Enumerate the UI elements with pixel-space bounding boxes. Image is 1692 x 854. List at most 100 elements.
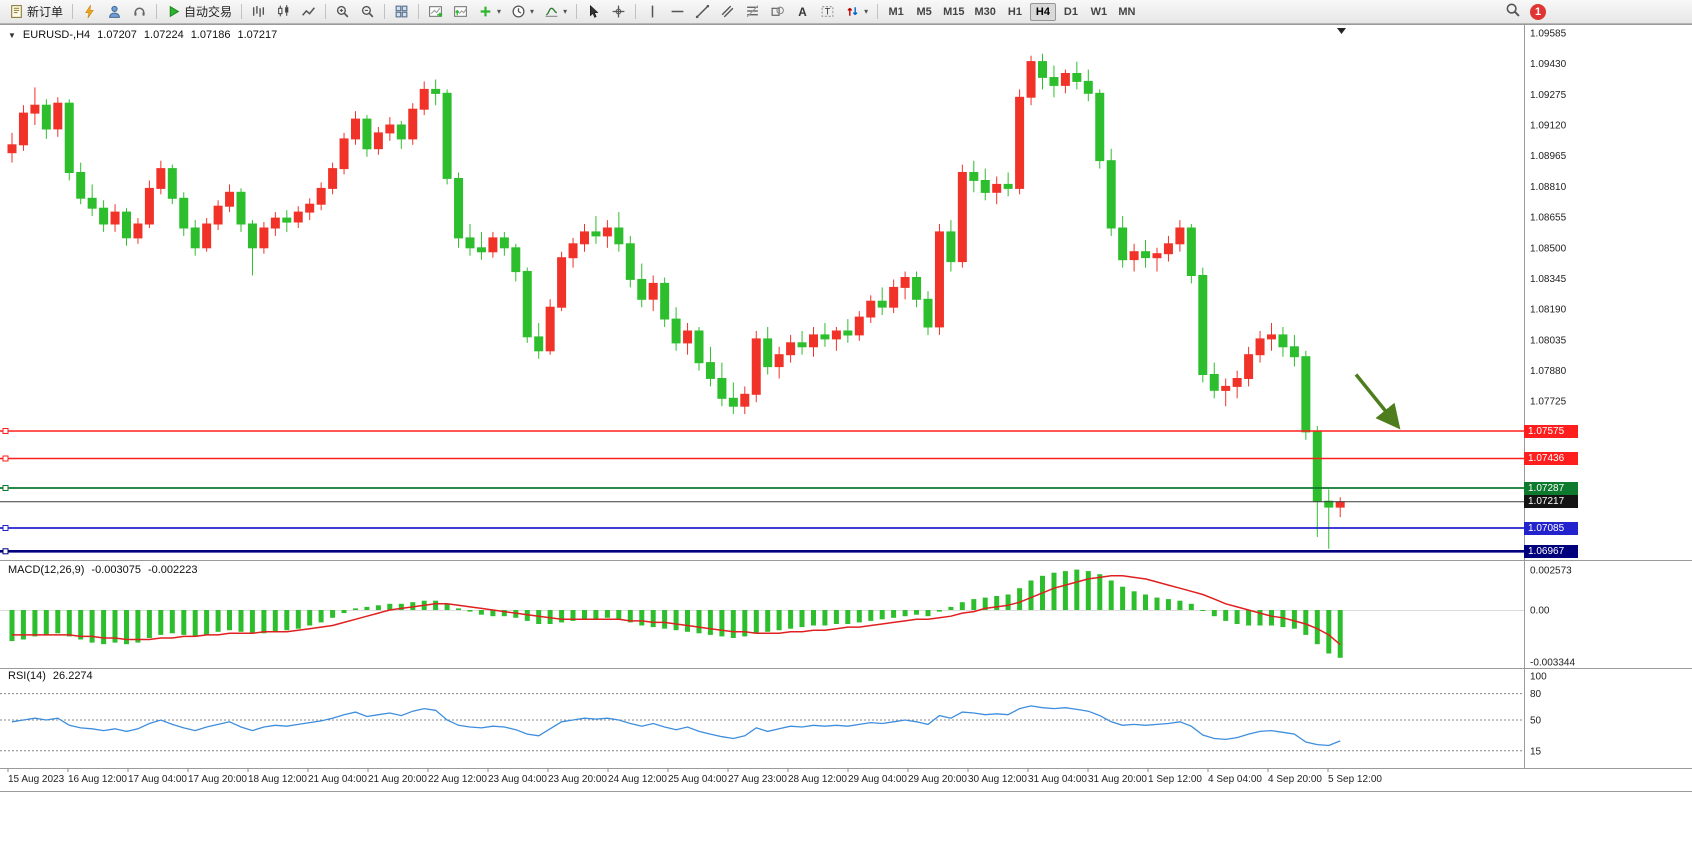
svg-text:4 Sep 04:00: 4 Sep 04:00	[1208, 774, 1262, 785]
tline-icon	[695, 4, 710, 19]
cursor-tool-icon[interactable]	[581, 1, 606, 23]
svg-text:27 Aug 23:00: 27 Aug 23:00	[728, 774, 787, 785]
ohlc-low: 1.07186	[190, 29, 231, 41]
chart-expand-icon[interactable]: ▼	[8, 30, 16, 40]
svg-text:1.08345: 1.08345	[1530, 274, 1567, 285]
fibo-icon	[746, 5, 759, 18]
bar-chart-icon[interactable]	[246, 1, 271, 23]
arrows-tool-icon[interactable]: ▾	[840, 1, 873, 23]
indicator-icon	[545, 7, 558, 17]
bars-icon	[253, 6, 265, 17]
svg-text:24 Aug 12:00: 24 Aug 12:00	[608, 774, 667, 785]
vertical-line-tool-icon[interactable]	[640, 1, 665, 23]
svg-text:1.09275: 1.09275	[1530, 90, 1567, 101]
timeframe-button-M5[interactable]: M5	[916, 5, 932, 18]
zoom-out-icon[interactable]	[355, 1, 380, 23]
svg-text:29 Aug 20:00: 29 Aug 20:00	[908, 774, 967, 785]
resistance-line-lower-handle[interactable]	[2, 455, 9, 462]
toolbar-separator	[576, 4, 578, 19]
resistance-line-upper-handle[interactable]	[2, 428, 9, 434]
timeframe-button-W1[interactable]: W1	[1090, 5, 1108, 18]
svg-text:16 Aug 12:00: 16 Aug 12:00	[68, 774, 127, 785]
ohlc-close: 1.07217	[237, 29, 278, 41]
toolbar-separator	[384, 4, 386, 19]
rsi-axis-label: 50	[1530, 716, 1542, 727]
rsi-title: RSI(14)	[8, 670, 46, 682]
toolbar-buttons: 新订单 自动交易 ▾ ▾ ▾ A T ▾ M1 M5 M15 M30 H1 H4 D1 W1 MN	[4, 1, 1141, 23]
new-order-button-label: 新订单	[27, 5, 64, 19]
candlestick-series	[7, 53, 1345, 549]
svg-text:29 Aug 04:00: 29 Aug 04:00	[848, 774, 907, 785]
macd-histogram	[9, 569, 1343, 658]
chart-symbol-period: EURUSD-,H4	[22, 29, 91, 41]
svg-text:31 Aug 04:00: 31 Aug 04:00	[1028, 774, 1087, 785]
timeframe-button-MN[interactable]: MN	[1118, 5, 1136, 18]
notification-badge[interactable]: 1	[1530, 4, 1546, 20]
profile-icon[interactable]	[102, 1, 127, 23]
support-icon[interactable]	[127, 1, 152, 23]
tile-windows-icon[interactable]	[389, 1, 414, 23]
toolbar-separator	[418, 4, 420, 19]
market-depth-icon[interactable]	[77, 1, 102, 23]
svg-text:23 Aug 04:00: 23 Aug 04:00	[488, 774, 547, 785]
text-tool-icon[interactable]: A	[790, 1, 815, 23]
timeframe-button-M1[interactable]: M1	[888, 5, 904, 18]
macd-signal-line	[12, 575, 1341, 646]
svg-text:1.09430: 1.09430	[1530, 59, 1567, 70]
trendline-tool-icon[interactable]	[690, 1, 715, 23]
price-axis: 1.09585 1.09430 1.09275 1.09120 1.08965 1.088…	[1530, 28, 1567, 407]
vline-icon	[651, 5, 654, 18]
algo-trading-button[interactable]: 自动交易	[161, 1, 237, 23]
new-chart-button[interactable]: ▾	[473, 1, 506, 23]
zoomout-icon	[361, 5, 374, 18]
svg-text:21 Aug 04:00: 21 Aug 04:00	[308, 774, 367, 785]
search-icon[interactable]	[1505, 2, 1520, 22]
svg-text:17 Aug 04:00: 17 Aug 04:00	[128, 774, 187, 785]
svg-text:1.09120: 1.09120	[1530, 121, 1567, 132]
chart-ohlc-header: ▼ EURUSD-,H4 1.07207 1.07224 1.07186 1.0…	[8, 29, 277, 41]
macd-label: MACD(12,26,9) -0.003075 -0.002223	[8, 564, 198, 576]
svg-text:1.08190: 1.08190	[1530, 305, 1567, 316]
chartarrow-icon	[429, 6, 443, 18]
chart-shift-marker[interactable]	[1337, 28, 1346, 34]
support-line-blue-handle[interactable]	[2, 525, 9, 531]
zoom-in-icon[interactable]	[330, 1, 355, 23]
macd-axis-label: 0.00	[1530, 606, 1550, 617]
line-chart-icon[interactable]	[296, 1, 321, 23]
toolbar-right: 1	[1505, 0, 1546, 24]
label-tool-icon[interactable]: T	[815, 1, 840, 23]
timeframe-button-M15[interactable]: M15	[943, 5, 965, 18]
macd-signal-value: -0.002223	[147, 564, 198, 576]
shapes-tool-icon[interactable]	[765, 1, 790, 23]
rsi-axis-label: 15	[1530, 746, 1542, 757]
periodicity-button[interactable]: ▾	[506, 1, 539, 23]
indicators-button[interactable]: ▾	[539, 1, 572, 23]
svg-text:4 Sep 20:00: 4 Sep 20:00	[1268, 774, 1322, 785]
doc-icon	[11, 5, 22, 18]
drawn-arrow-annotation[interactable]	[1354, 373, 1401, 430]
support-line-navy-handle[interactable]	[2, 548, 9, 555]
support-line-navy-price-tag: 1.06967	[1524, 544, 1578, 558]
ohlc-high: 1.07224	[143, 29, 184, 41]
timeframe-button-D1[interactable]: D1	[1063, 5, 1078, 18]
auto-scroll-icon[interactable]	[423, 1, 448, 23]
timeframe-button-M30[interactable]: M30	[974, 5, 996, 18]
clock-icon	[512, 5, 525, 18]
timeframe-button-H1[interactable]: H1	[1007, 5, 1022, 18]
support-line-green-handle[interactable]	[2, 485, 9, 491]
channel-tool-icon[interactable]	[715, 1, 740, 23]
horizontal-line-tool-icon[interactable]	[665, 1, 690, 23]
support-line-green-price-tag: 1.07287	[1524, 481, 1578, 495]
candlestick-chart-icon[interactable]	[271, 1, 296, 23]
chart-shift-icon[interactable]	[448, 1, 473, 23]
fibonacci-tool-icon[interactable]	[740, 1, 765, 23]
svg-text:1.07880: 1.07880	[1530, 366, 1567, 377]
svg-text:22 Aug 12:00: 22 Aug 12:00	[428, 774, 487, 785]
chart-area: 1.09585 1.09430 1.09275 1.09120 1.08965 1.088…	[0, 24, 1692, 792]
rsi-line	[11, 705, 1341, 747]
current-price-tag: 1.07217	[1524, 495, 1578, 509]
timeframe-button-H4[interactable]: H4	[1029, 2, 1056, 21]
toolbar: 新订单 自动交易 ▾ ▾ ▾ A T ▾ M1 M5 M15 M30 H1 H4 D1 W1 MN 1	[0, 0, 1692, 24]
crosshair-tool-icon[interactable]	[606, 1, 631, 23]
new-order-button[interactable]: 新订单	[4, 1, 68, 23]
